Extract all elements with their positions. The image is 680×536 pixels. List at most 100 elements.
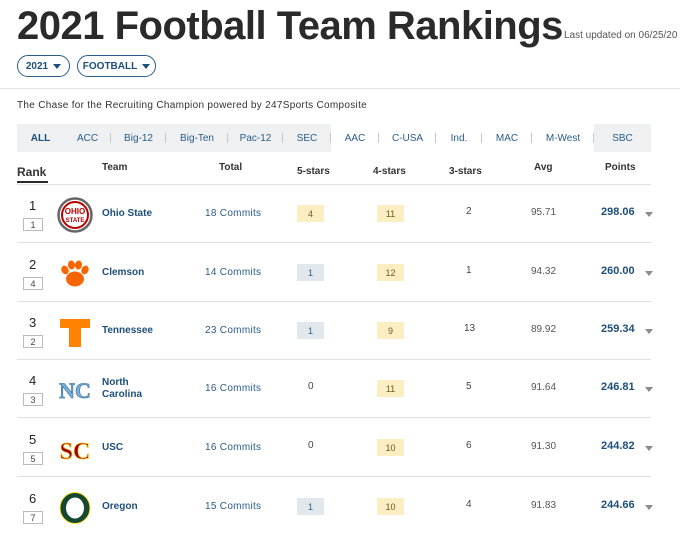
points: 298.06: [601, 206, 635, 218]
commits-link[interactable]: 23 Commits: [205, 325, 262, 336]
three-star-count: 6: [466, 440, 472, 451]
column-header-rank[interactable]: Rank: [17, 165, 47, 179]
commits-link[interactable]: 16 Commits: [205, 442, 262, 453]
previous-rank: 2: [23, 335, 43, 348]
table-row[interactable]: 6 7 Oregon 15 Commits 1 10 4 91.83 244.6…: [0, 478, 680, 536]
tab-mac[interactable]: MAC: [482, 124, 532, 152]
team-name[interactable]: Clemson: [102, 267, 145, 278]
points: 246.81: [601, 381, 635, 393]
tab-independent[interactable]: Ind.: [436, 124, 482, 152]
average-rating: 94.32: [531, 266, 557, 277]
previous-rank: 1: [23, 218, 43, 231]
previous-rank: 7: [23, 511, 43, 524]
year-dropdown[interactable]: 2021: [17, 55, 70, 77]
points: 244.66: [601, 499, 635, 511]
row-divider: [17, 301, 651, 302]
five-star-count: 1: [297, 498, 324, 515]
three-star-count: 13: [464, 323, 476, 334]
commits-link[interactable]: 14 Commits: [205, 267, 262, 278]
subtitle: The Chase for the Recruiting Champion po…: [17, 100, 368, 111]
rank-number: 2: [29, 257, 37, 272]
expand-row-icon[interactable]: [645, 329, 653, 334]
commits-link[interactable]: 15 Commits: [205, 501, 262, 512]
tab-pac-12[interactable]: Pac-12: [228, 124, 283, 152]
conference-tabs: ALL ACC Big-12 Big-Ten Pac-12 SEC AAC C-…: [17, 124, 651, 152]
four-star-count: 9: [377, 322, 404, 339]
sport-dropdown-label: FOOTBALL: [82, 60, 138, 72]
active-sort-indicator: [17, 181, 48, 183]
team-name[interactable]: Ohio State: [102, 208, 153, 219]
three-star-count: 4: [466, 499, 472, 510]
four-star-count: 11: [377, 380, 404, 397]
previous-rank: 5: [23, 452, 43, 465]
average-rating: 89.92: [531, 324, 557, 335]
row-divider: [17, 359, 651, 360]
rank-number: 4: [29, 373, 37, 388]
expand-row-icon[interactable]: [645, 387, 653, 392]
column-header-4-stars: 4-stars: [373, 166, 406, 177]
five-star-count: 0: [308, 381, 314, 392]
tab-aac[interactable]: AAC: [331, 124, 379, 152]
tennessee-t-logo[interactable]: [57, 314, 93, 350]
year-dropdown-label: 2021: [25, 60, 49, 72]
tab-sbc[interactable]: SBC: [594, 124, 651, 152]
three-star-count: 2: [466, 206, 472, 217]
team-name[interactable]: USC: [102, 442, 124, 453]
average-rating: 91.83: [531, 500, 557, 511]
average-rating: 91.64: [531, 382, 557, 393]
column-header-avg: Avg: [534, 162, 553, 173]
unc-logo[interactable]: NC: [57, 372, 93, 408]
tab-big-ten[interactable]: Big-Ten: [166, 124, 228, 152]
expand-row-icon[interactable]: [645, 212, 653, 217]
team-name-line-1: North: [102, 377, 129, 388]
average-rating: 91.30: [531, 441, 557, 452]
team-name[interactable]: North Carolina: [102, 377, 142, 401]
column-header-3-stars: 3-stars: [449, 166, 482, 177]
usc-logo[interactable]: SC: [57, 431, 93, 467]
tab-sec[interactable]: SEC: [283, 124, 331, 152]
caret-down-icon: [53, 63, 62, 69]
expand-row-icon[interactable]: [645, 505, 653, 510]
page-title: 2021 Football Team Rankings: [17, 4, 563, 48]
five-star-count: 1: [297, 322, 324, 339]
row-divider: [17, 417, 651, 418]
column-header-total: Total: [219, 162, 243, 173]
team-name[interactable]: Oregon: [102, 501, 138, 512]
commits-link[interactable]: 16 Commits: [205, 383, 262, 394]
tab-acc[interactable]: ACC: [64, 124, 111, 152]
tab-c-usa[interactable]: C-USA: [379, 124, 436, 152]
oregon-o-logo[interactable]: [57, 490, 93, 526]
rank-number: 5: [29, 432, 37, 447]
team-name[interactable]: Tennessee: [102, 325, 153, 336]
points: 244.82: [601, 440, 635, 452]
table-row[interactable]: 1 1 OHIO STATE Ohio State 18 Commits 4 1…: [0, 185, 680, 243]
previous-rank: 3: [23, 393, 43, 406]
expand-row-icon[interactable]: [645, 446, 653, 451]
ohio-state-logo[interactable]: OHIO STATE: [57, 197, 93, 233]
rank-number: 1: [29, 198, 37, 213]
last-updated: Last updated on 06/25/20 a: [564, 30, 680, 41]
column-header-5-stars: 5-stars: [297, 166, 330, 177]
sport-dropdown[interactable]: FOOTBALL: [77, 55, 156, 77]
svg-text:SC: SC: [60, 439, 91, 465]
three-star-count: 5: [466, 381, 472, 392]
svg-text:NC: NC: [59, 378, 91, 403]
four-star-count: 11: [377, 205, 404, 222]
row-divider: [17, 242, 651, 243]
tab-all[interactable]: ALL: [17, 124, 64, 152]
clemson-paw-logo[interactable]: [57, 256, 93, 292]
tab-m-west[interactable]: M-West: [532, 124, 594, 152]
table-row[interactable]: 3 2 Tennessee 23 Commits 1 9 13 89.92 25…: [0, 302, 680, 360]
row-divider: [17, 476, 651, 477]
table-row[interactable]: 4 3 NC North Carolina 16 Commits 0 11 5 …: [0, 360, 680, 418]
table-row[interactable]: 2 4 Clemson 14 Commits 1 12 1 94.32 260.…: [0, 244, 680, 302]
five-star-count: 0: [308, 440, 314, 451]
expand-row-icon[interactable]: [645, 271, 653, 276]
rank-number: 3: [29, 315, 37, 330]
tab-big-12[interactable]: Big-12: [111, 124, 166, 152]
commits-link[interactable]: 18 Commits: [205, 208, 262, 219]
caret-down-icon: [142, 63, 151, 69]
table-row[interactable]: 5 5 SC USC 16 Commits 0 10 6 91.30 244.8…: [0, 419, 680, 477]
average-rating: 95.71: [531, 207, 557, 218]
column-header-team: Team: [102, 162, 128, 173]
